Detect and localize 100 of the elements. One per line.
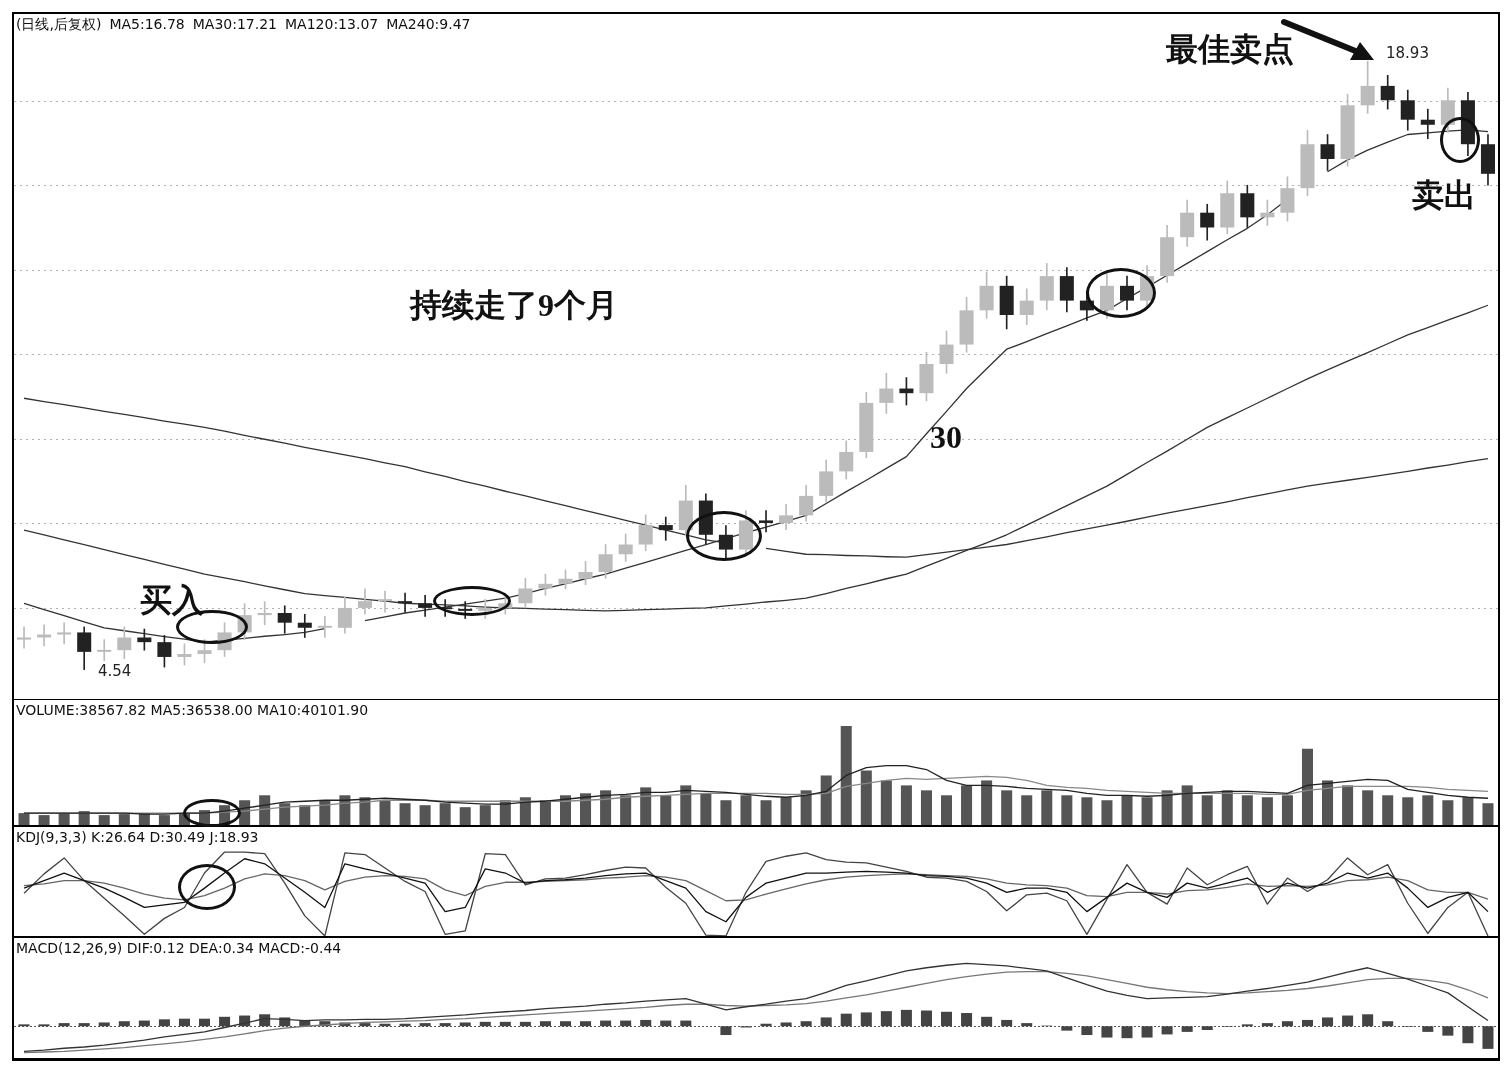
bar	[961, 785, 973, 825]
bar	[1061, 795, 1073, 825]
bar	[419, 1023, 431, 1027]
bar	[279, 803, 291, 825]
bar	[760, 800, 772, 825]
bar	[1101, 1026, 1113, 1038]
bar	[620, 795, 632, 825]
bar	[1382, 795, 1394, 825]
bar	[1041, 790, 1053, 825]
annotation: 30	[930, 419, 962, 456]
bar	[1021, 795, 1033, 825]
text: MA120:13.07	[285, 16, 379, 32]
bar	[219, 1016, 231, 1027]
bar	[580, 1021, 592, 1027]
annotation: 18.93	[1386, 44, 1429, 62]
bar	[1161, 1026, 1173, 1035]
bar	[178, 1018, 190, 1027]
candlestick	[17, 626, 32, 649]
bar	[118, 814, 130, 825]
candlestick	[1420, 108, 1435, 140]
bar	[1141, 797, 1153, 825]
bar	[1482, 1026, 1494, 1049]
bar	[1021, 1023, 1033, 1027]
candlestick	[658, 516, 673, 541]
bar	[1362, 790, 1374, 825]
bar	[780, 797, 792, 825]
bar	[981, 1016, 993, 1027]
bar	[539, 800, 551, 825]
bar	[98, 1022, 110, 1027]
chart-title: KDJ(9,3,3) K:26.64 D:30.49 J:18.93	[16, 829, 259, 845]
bar	[740, 795, 752, 825]
bar	[1301, 748, 1313, 825]
bar	[379, 800, 391, 825]
bar	[1001, 790, 1013, 825]
bar	[660, 795, 672, 825]
bar	[339, 795, 351, 825]
bar	[1261, 1023, 1273, 1027]
bar	[1261, 797, 1273, 825]
bar	[1201, 1026, 1213, 1031]
bar	[720, 1026, 732, 1036]
bar	[720, 800, 732, 825]
bar	[1001, 1019, 1013, 1027]
bar	[158, 815, 170, 825]
bar	[519, 1021, 531, 1027]
bar	[499, 1021, 511, 1027]
bar	[1402, 797, 1414, 825]
bar	[600, 790, 612, 825]
candlestick	[759, 510, 774, 533]
bar	[860, 1012, 872, 1027]
candlestick	[57, 622, 72, 645]
bar	[559, 795, 571, 825]
bar	[38, 815, 50, 825]
bar	[399, 803, 411, 825]
bar	[319, 800, 331, 825]
bar	[1442, 800, 1454, 825]
annotation: 最佳卖点	[1166, 30, 1294, 69]
text: MA5:16.78	[109, 16, 185, 32]
bar	[1301, 1019, 1313, 1027]
bar	[199, 1018, 211, 1027]
bar	[1221, 790, 1233, 825]
chart-title: MACD(12,26,9) DIF:0.12 DEA:0.34 MACD:-0.44	[16, 940, 342, 956]
bar	[800, 1021, 812, 1027]
candlestick	[37, 624, 52, 647]
bar	[439, 803, 451, 825]
bar	[1201, 795, 1213, 825]
bar	[1482, 803, 1494, 825]
chart-title: VOLUME:38567.82 MA5:36538.00 MA10:40101.90	[16, 702, 369, 718]
bar	[820, 775, 832, 825]
bar	[519, 797, 531, 825]
bar	[961, 1013, 973, 1027]
chart-title: (日线,后复权)	[16, 16, 102, 32]
bar	[1322, 780, 1334, 825]
bar	[800, 790, 812, 825]
bar	[640, 787, 652, 825]
bar	[299, 805, 311, 825]
bar	[359, 797, 371, 825]
bar	[359, 1023, 371, 1027]
bar	[479, 805, 491, 825]
bar	[18, 813, 30, 825]
bar	[158, 1019, 170, 1027]
bar	[1241, 795, 1253, 825]
bar	[58, 813, 70, 825]
bar	[1141, 1026, 1153, 1038]
bar	[941, 795, 953, 825]
text: MA240:9.47	[386, 16, 471, 32]
bar	[981, 780, 993, 825]
bar	[900, 1009, 912, 1027]
bar	[820, 1017, 832, 1027]
bar	[479, 1021, 491, 1027]
bar	[900, 785, 912, 825]
bar	[1121, 795, 1133, 825]
bar	[580, 793, 592, 825]
bar	[58, 1023, 70, 1027]
bar	[640, 1019, 652, 1027]
bar	[1081, 797, 1093, 825]
candlestick	[317, 616, 332, 638]
bar	[1161, 790, 1173, 825]
bar	[860, 770, 872, 825]
candlestick	[297, 613, 312, 638]
bar	[118, 1021, 130, 1027]
